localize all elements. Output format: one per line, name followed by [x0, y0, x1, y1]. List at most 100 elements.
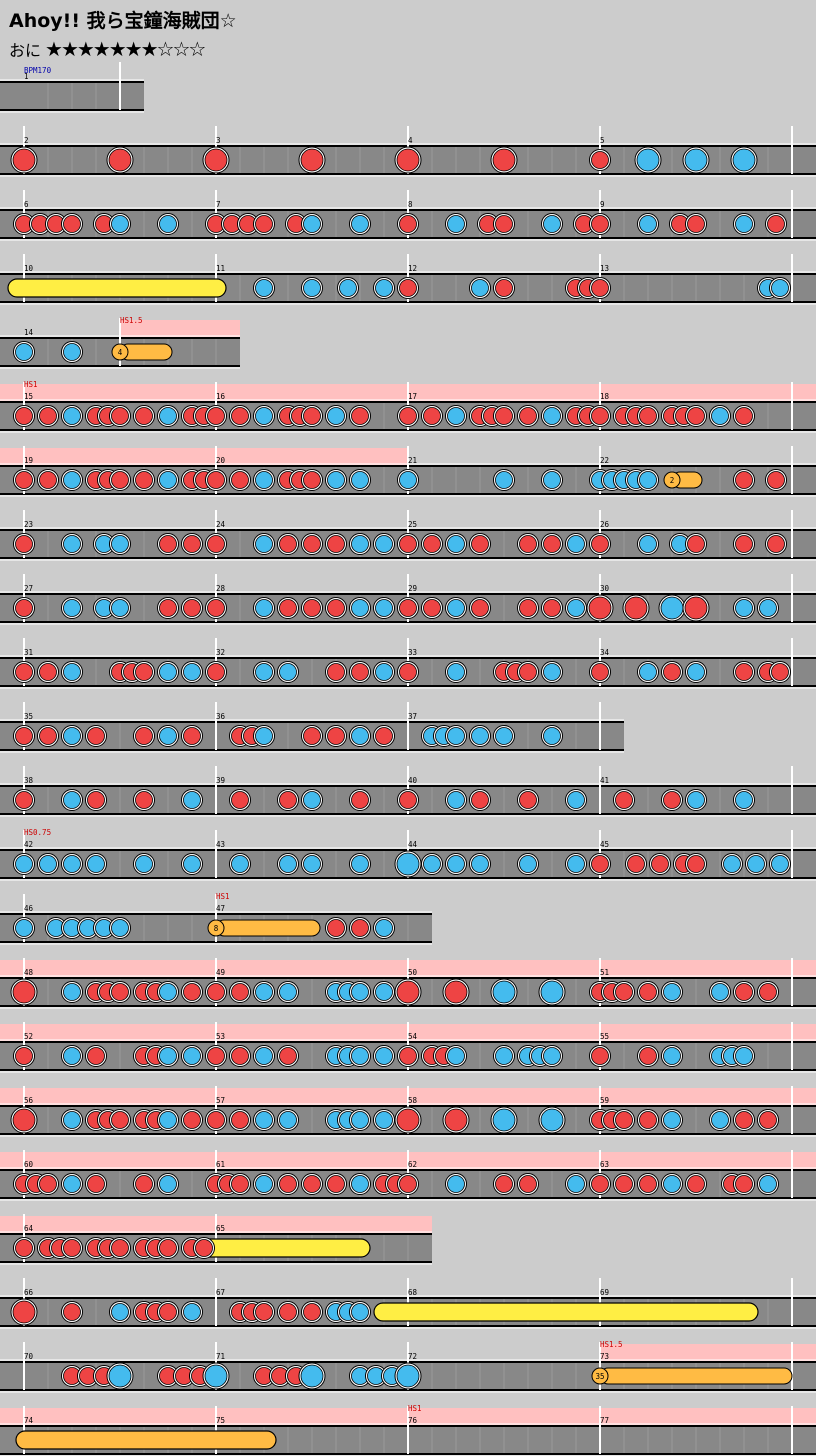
don-note — [15, 727, 33, 745]
don-note — [651, 855, 669, 873]
measure-number: 46 — [24, 904, 34, 913]
ka-note — [519, 855, 537, 873]
ka-note — [159, 663, 177, 681]
measure-number: 41 — [600, 776, 609, 785]
ka-note — [687, 663, 705, 681]
ka-note — [375, 279, 393, 297]
ka-note — [183, 855, 201, 873]
don-note — [615, 1175, 633, 1193]
don-note — [111, 1239, 129, 1257]
balloon-head — [663, 471, 681, 489]
measure-number: 59 — [600, 1096, 609, 1105]
don-note — [303, 471, 321, 489]
don-note — [735, 983, 753, 1001]
don-note — [39, 1175, 57, 1193]
measure-number: 7 — [216, 200, 221, 209]
don-note — [627, 855, 645, 873]
don-note — [767, 471, 785, 489]
don-note — [207, 471, 225, 489]
ka-note — [759, 1175, 777, 1193]
don-note — [204, 148, 228, 172]
measure-number: 49 — [216, 968, 225, 977]
measure-number: 63 — [600, 1160, 609, 1169]
ka-note — [39, 855, 57, 873]
don-note — [399, 407, 417, 425]
don-note — [687, 215, 705, 233]
don-note — [399, 663, 417, 681]
scroll-event-label: HS1.5 — [120, 316, 143, 325]
ka-note — [684, 148, 708, 172]
don-note — [687, 407, 705, 425]
measure-number: 43 — [216, 840, 225, 849]
don-note — [639, 1111, 657, 1129]
don-note — [327, 727, 345, 745]
measure-number: 26 — [600, 520, 610, 529]
measure-number: 11 — [216, 264, 225, 273]
ka-note — [15, 855, 33, 873]
scroll-speed-zone — [0, 448, 408, 468]
don-note — [615, 1111, 633, 1129]
don-note — [231, 1175, 249, 1193]
don-note — [519, 535, 537, 553]
ka-note — [447, 535, 465, 553]
ka-note — [255, 599, 273, 617]
don-note — [39, 663, 57, 681]
ka-note — [351, 599, 369, 617]
measure-number: 65 — [216, 1224, 225, 1233]
don-note — [684, 596, 708, 620]
ka-note — [735, 791, 753, 809]
measure-number: 42 — [24, 840, 33, 849]
ka-note — [495, 1047, 513, 1065]
don-note — [207, 983, 225, 1001]
don-note — [87, 1047, 105, 1065]
don-note — [231, 983, 249, 1001]
ka-note — [183, 791, 201, 809]
don-note — [135, 727, 153, 745]
don-note — [111, 1111, 129, 1129]
don-note — [108, 148, 132, 172]
ka-note — [492, 1108, 516, 1132]
ka-note — [87, 855, 105, 873]
ka-note — [663, 1047, 681, 1065]
measure-number: 32 — [216, 648, 225, 657]
don-note — [327, 919, 345, 937]
don-note — [351, 407, 369, 425]
ka-note — [159, 471, 177, 489]
don-note — [63, 215, 81, 233]
ka-note — [15, 919, 33, 937]
don-note — [15, 1047, 33, 1065]
ka-note — [255, 1111, 273, 1129]
measure-number: 31 — [24, 648, 33, 657]
don-note — [399, 1047, 417, 1065]
measure-number: 2 — [24, 136, 29, 145]
measure-number: 17 — [408, 392, 417, 401]
don-note — [135, 663, 153, 681]
ka-note — [255, 727, 273, 745]
don-note — [12, 980, 36, 1004]
ka-note — [447, 663, 465, 681]
don-note — [300, 148, 324, 172]
don-note — [767, 535, 785, 553]
don-note — [735, 471, 753, 489]
don-note — [519, 791, 537, 809]
ka-note — [375, 919, 393, 937]
measure-number: 29 — [408, 584, 417, 593]
ka-note — [471, 279, 489, 297]
measure-number: 34 — [600, 648, 610, 657]
ka-note — [471, 855, 489, 873]
song-title: Ahoy!! 我ら宝鐘海賊団☆ — [9, 10, 237, 32]
ka-note — [447, 599, 465, 617]
don-note — [591, 407, 609, 425]
ka-note — [255, 407, 273, 425]
don-note — [327, 1175, 345, 1193]
ka-note — [351, 1303, 369, 1321]
ka-note — [204, 1364, 228, 1388]
don-note — [591, 1175, 609, 1193]
don-note — [423, 407, 441, 425]
ka-note — [63, 727, 81, 745]
measure-number: 70 — [24, 1352, 34, 1361]
ka-note — [339, 279, 357, 297]
don-note — [767, 215, 785, 233]
don-note — [39, 471, 57, 489]
don-note — [279, 1303, 297, 1321]
